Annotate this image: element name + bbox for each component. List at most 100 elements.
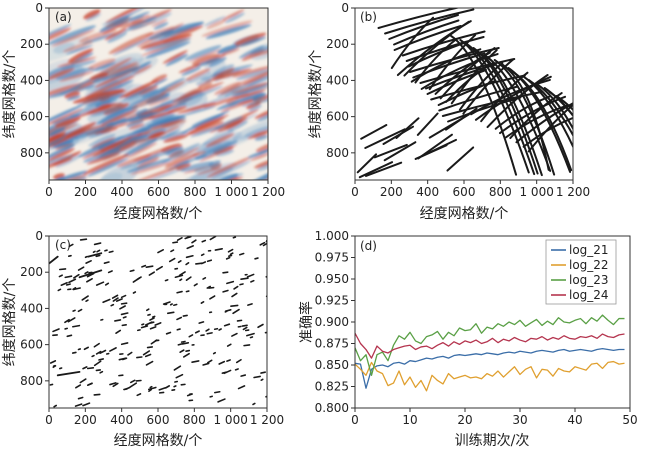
detection-mark [170, 249, 175, 253]
fault-line [512, 71, 573, 172]
heatmap-cell [186, 121, 225, 135]
heatmap-cell [243, 68, 268, 86]
heatmap-cell [126, 158, 171, 173]
x-tick-label: 1 200 [556, 185, 590, 199]
fault-line [477, 51, 543, 177]
heatmap-cell [111, 116, 157, 129]
fault-line [474, 75, 552, 121]
detection-mark [184, 236, 192, 240]
fault-line [535, 83, 573, 131]
heatmap-cell [159, 81, 186, 95]
fault-line [383, 141, 417, 162]
detection-mark [176, 316, 183, 321]
fault-line [417, 133, 453, 160]
detection-mark [191, 360, 200, 363]
heatmap-cell [139, 167, 186, 180]
heatmap-cell [60, 60, 97, 70]
heatmap-cell [65, 44, 94, 55]
detection-mark [154, 322, 162, 326]
detection-mark [212, 351, 217, 355]
detection-mark [84, 271, 89, 275]
panel-c-xlabel: 经度网格数/个 [114, 433, 203, 449]
heatmap-cell [194, 57, 221, 68]
y-tick-label: 0 [35, 229, 43, 243]
heatmap-cell [217, 173, 239, 180]
fault-line [360, 124, 388, 140]
fault-line [437, 80, 497, 106]
heatmap-cell [112, 15, 145, 26]
panel-d-xlabel: 训练期次/次 [455, 433, 530, 449]
heatmap-cell [219, 48, 240, 56]
detection-mark [252, 402, 256, 406]
detection-mark [177, 260, 182, 264]
heatmap-cell [49, 24, 72, 40]
detection-mark [95, 350, 102, 355]
heatmap-cell [59, 71, 94, 82]
detection-mark [123, 388, 128, 391]
y-tick-label: 400 [20, 301, 43, 315]
heatmap-cell [254, 96, 268, 104]
detection-mark [185, 290, 190, 293]
panel-c-ylabel: 纬度网格数/个 [2, 278, 18, 367]
detection-mark [85, 299, 89, 303]
heatmap-cell [49, 154, 74, 171]
heatmap-cell [185, 68, 211, 81]
detection-mark [222, 271, 229, 274]
heatmap-cell [244, 125, 268, 137]
fault-line [458, 62, 504, 111]
detection-mark [148, 388, 153, 393]
detection-mark [93, 242, 102, 246]
detection-mark [201, 261, 207, 265]
detection-mark [132, 277, 141, 283]
heatmap-cell [55, 67, 95, 80]
panel-b: (b) 0 200 400 600 800 1 000 1 200 0 200 400 600 800… [308, 1, 590, 222]
fault-line [428, 34, 477, 91]
detection-mark [52, 365, 57, 369]
series-line-log-23 [355, 314, 625, 376]
fault-line [364, 128, 406, 149]
detection-mark [200, 253, 205, 257]
heatmap-cell [196, 167, 221, 175]
detection-mark [79, 378, 87, 384]
heatmap-cell [85, 13, 101, 22]
fault-line [450, 35, 518, 176]
fault-line [420, 138, 458, 158]
detection-mark [249, 336, 254, 339]
x-tick-label: 400 [110, 413, 133, 427]
detection-mark [104, 282, 110, 286]
detection-mark [206, 332, 213, 335]
heatmap-cell [50, 170, 88, 180]
detection-mark [141, 323, 145, 326]
panel-d-series [355, 314, 625, 392]
detection-mark [127, 351, 133, 356]
heatmap-cell [166, 146, 184, 156]
detection-mark [209, 395, 213, 398]
heatmap-cell [215, 68, 235, 78]
heatmap-cell [49, 132, 66, 148]
detection-mark [49, 255, 59, 265]
detection-mark [58, 274, 63, 278]
heatmap-cell [235, 68, 268, 80]
fault-line [377, 8, 461, 29]
heatmap-cell [250, 152, 268, 161]
detection-mark [67, 317, 76, 323]
fault-line [548, 91, 573, 118]
x-tick-label: 10 [402, 413, 417, 427]
detection-mark [232, 308, 240, 315]
heatmap-cell [175, 85, 223, 105]
heatmap-cell [86, 152, 121, 165]
detection-mark [242, 326, 248, 331]
heatmap-cell [64, 91, 81, 99]
detection-mark [260, 371, 266, 374]
x-tick-label: 0 [351, 413, 359, 427]
detection-mark [59, 268, 67, 271]
fault-line [459, 39, 530, 174]
heatmap-cell [194, 117, 225, 130]
panel-a-ylabel: 纬度网格数/个 [2, 50, 18, 139]
heatmap-cell [100, 109, 138, 127]
heatmap-cell [248, 104, 262, 112]
detection-mark [231, 332, 238, 337]
detection-mark [144, 321, 153, 326]
heatmap-cell [122, 83, 159, 101]
